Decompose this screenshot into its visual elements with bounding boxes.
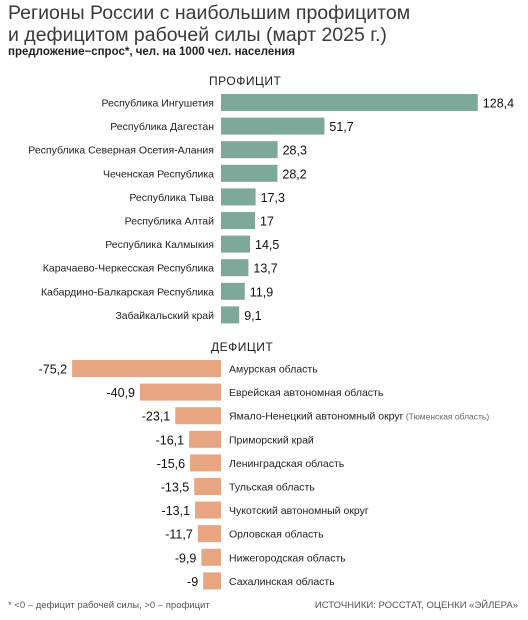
- surplus-bar: [221, 141, 278, 159]
- sources-note: ИСТОЧНИКИ: РОССТАТ, ОЦЕНКИ «ЭЙЛЕРА»: [314, 600, 518, 611]
- deficit-section-title: ДЕФИЦИТ: [211, 340, 274, 354]
- surplus-bar: [221, 164, 278, 182]
- deficit-bar: [197, 525, 221, 543]
- deficit-category-label: Амурская область: [229, 364, 318, 376]
- deficit-category-label: Ленинградская область: [229, 458, 345, 470]
- deficit-value-label: -9,9: [175, 551, 197, 565]
- surplus-category-label: Карачаево-Черкесская Республика: [43, 263, 214, 275]
- surplus-value-label: 28,3: [283, 144, 307, 158]
- surplus-value-label: 13,7: [253, 262, 277, 276]
- deficit-bar: [190, 454, 221, 472]
- surplus-category-label: Республика Калмыкия: [105, 239, 214, 251]
- surplus-category-label: Республика Ингушетия: [101, 98, 214, 110]
- surplus-bar: [221, 94, 478, 111]
- surplus-value-label: 17: [260, 215, 274, 229]
- deficit-category-label: Приморский край: [229, 434, 314, 446]
- deficit-category-label: Ямало-Ненецкий автономный округ (Тюменск…: [229, 411, 489, 423]
- surplus-bar: [221, 212, 255, 229]
- deficit-category-label: Сахалинская область: [229, 576, 335, 588]
- surplus-value-label: 9,1: [244, 309, 261, 323]
- surplus-category-label: Забайкальский край: [115, 310, 214, 322]
- surplus-bar: [221, 117, 325, 135]
- surplus-value-label: 14,5: [255, 238, 279, 252]
- deficit-bar: [194, 478, 221, 495]
- surplus-bar: [221, 188, 256, 206]
- surplus-value-label: 28,2: [282, 167, 306, 181]
- deficit-bar: [203, 572, 221, 590]
- deficit-bar: [189, 430, 221, 448]
- surplus-category-label: Республика Алтай: [125, 216, 214, 228]
- deficit-category-label: Еврейская автономная область: [229, 387, 384, 399]
- surplus-value-label: 11,9: [250, 285, 273, 299]
- deficit-bar: [175, 407, 221, 425]
- deficit-bar: [140, 383, 221, 401]
- surplus-bar: [221, 235, 250, 253]
- surplus-category-label: Чеченская Республика: [103, 168, 214, 180]
- title-line-1: Регионы России с наибольшим профицитом: [8, 2, 411, 24]
- deficit-value-label: -16,1: [156, 433, 185, 447]
- deficit-value-label: -40,9: [107, 386, 136, 400]
- title-line-2: и дефицитом рабочей силы (март 2025 г.): [8, 24, 387, 46]
- surplus-value-label: 128,4: [483, 97, 514, 111]
- deficit-value-label: -13,1: [162, 504, 191, 518]
- chart-title: Регионы России с наибольшим профицитом и…: [8, 2, 520, 46]
- surplus-category-label: Кабардино-Балкарская Республика: [41, 286, 214, 298]
- deficit-value-label: -13,5: [161, 481, 190, 495]
- surplus-bar: [221, 306, 240, 324]
- deficit-category-label: Нижегородская область: [229, 552, 346, 564]
- surplus-category-label: Республика Дагестан: [110, 121, 214, 133]
- deficit-bar: [201, 548, 221, 566]
- surplus-category-label: Республика Тыва: [129, 192, 214, 204]
- surplus-value-label: 17,3: [261, 191, 285, 205]
- deficit-bar: [195, 501, 221, 519]
- deficit-value-label: -23,1: [142, 410, 171, 424]
- deficit-value-label: -15,6: [157, 457, 186, 471]
- deficit-value-label: -75,2: [39, 363, 68, 377]
- surplus-section-title: ПРОФИЦИТ: [209, 74, 282, 88]
- deficit-category-note: (Тюменская область): [403, 412, 489, 422]
- surplus-bar: [221, 282, 245, 300]
- surplus-category-label: Республика Северная Осетия-Алания: [28, 145, 214, 157]
- deficit-category-label: Чукотский автономный округ: [229, 505, 369, 517]
- footnote: * <0 – дефицит рабочей силы, >0 – профиц…: [8, 600, 210, 611]
- surplus-bar: [221, 259, 249, 277]
- deficit-category-label: Орловская область: [229, 529, 324, 541]
- deficit-value-label: -11,7: [165, 528, 193, 542]
- deficit-category-label: Тульская область: [229, 482, 315, 494]
- surplus-value-label: 51,7: [329, 120, 353, 134]
- deficit-bar: [72, 360, 221, 377]
- chart-subtitle: предложение−спрос*, чел. на 1000 чел. на…: [8, 46, 295, 58]
- deficit-value-label: -9: [187, 575, 198, 589]
